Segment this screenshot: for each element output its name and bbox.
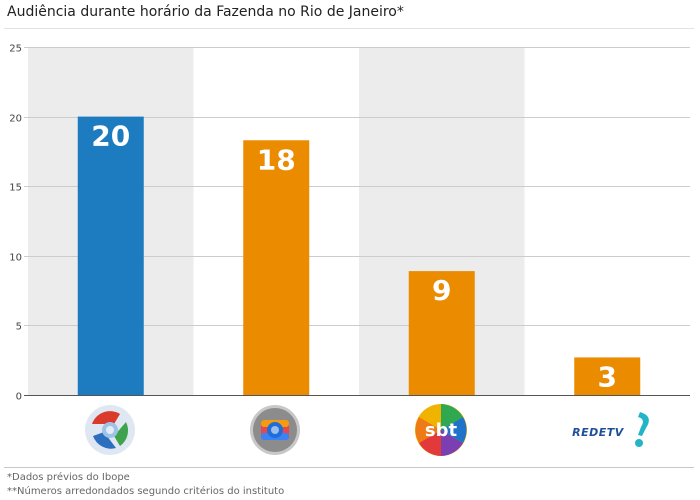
y-axis-ticks: 0 5 10 15 20 25 bbox=[9, 44, 22, 403]
bars bbox=[77, 116, 641, 395]
y-tick-label: 0 bbox=[16, 392, 22, 403]
y-tick-label: 5 bbox=[16, 322, 22, 333]
footer-divider bbox=[4, 467, 694, 468]
bar-globo bbox=[243, 140, 310, 395]
bar-data-label: 3 bbox=[598, 360, 617, 393]
globo-logo-icon bbox=[250, 405, 300, 455]
bar-data-labels: 20 18 9 3 bbox=[91, 120, 617, 394]
bar-sbt bbox=[408, 271, 475, 395]
y-tick-label: 10 bbox=[9, 253, 22, 264]
svg-text:sbt: sbt bbox=[425, 420, 458, 441]
sbt-logo-icon: sbt bbox=[415, 404, 467, 456]
redetv-logo-icon: REDETV bbox=[572, 412, 649, 447]
bar-data-label: 18 bbox=[257, 143, 296, 176]
y-tick-label: 25 bbox=[9, 44, 22, 55]
bar-record bbox=[77, 116, 144, 395]
record-logo-icon bbox=[85, 405, 135, 455]
bar-redetv bbox=[574, 357, 641, 395]
bar-data-label: 9 bbox=[432, 274, 451, 307]
title-divider bbox=[4, 28, 694, 29]
y-tick-label: 20 bbox=[9, 114, 22, 125]
footnote-source: *Dados prévios do Ibope bbox=[7, 472, 130, 483]
background-bands bbox=[28, 47, 525, 395]
bar-data-label: 20 bbox=[91, 120, 130, 153]
y-tick-label: 15 bbox=[9, 183, 22, 194]
footnote-rounding: **Números arredondados segundo critérios… bbox=[7, 486, 285, 497]
bar-chart: 0 5 10 15 20 25 20 18 9 3 sbt REDETV bbox=[9, 44, 690, 456]
chart-title: Audiência durante horário da Fazenda no … bbox=[7, 4, 404, 20]
svg-text:REDETV: REDETV bbox=[572, 426, 625, 439]
